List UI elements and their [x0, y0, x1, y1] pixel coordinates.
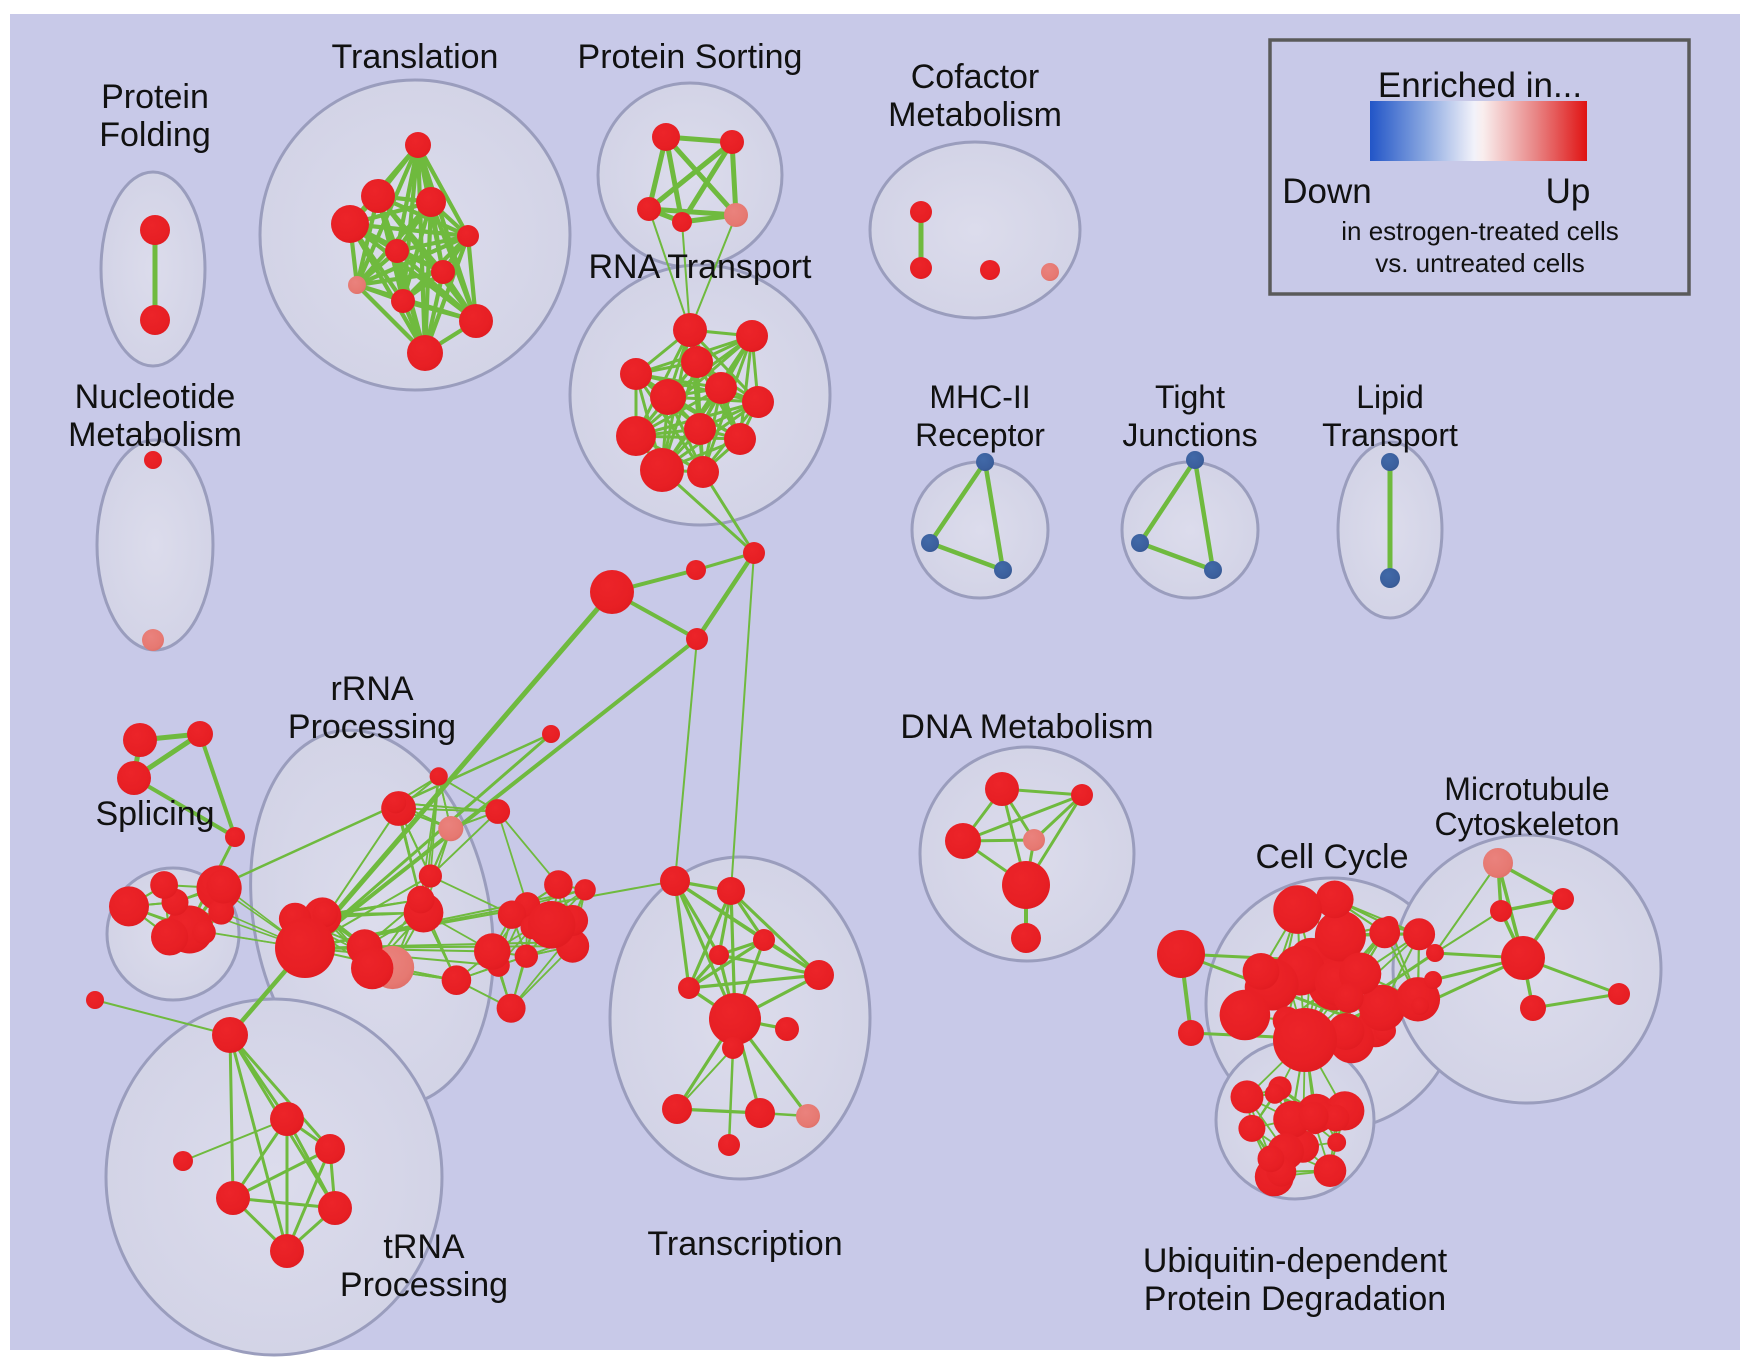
svg-text:Cytoskeleton: Cytoskeleton: [1435, 806, 1620, 842]
svg-text:Transport: Transport: [1322, 417, 1458, 453]
svg-text:Microtubule: Microtubule: [1444, 771, 1609, 807]
svg-text:Up: Up: [1546, 172, 1591, 211]
svg-text:Translation: Translation: [332, 38, 499, 76]
svg-text:Ubiquitin-dependent: Ubiquitin-dependent: [1143, 1242, 1448, 1280]
svg-text:RNA Transport: RNA Transport: [589, 248, 813, 286]
svg-text:Nucleotide: Nucleotide: [75, 378, 236, 416]
svg-text:Metabolism: Metabolism: [888, 96, 1062, 134]
svg-text:Processing: Processing: [340, 1266, 508, 1304]
svg-text:MHC-II: MHC-II: [929, 379, 1030, 415]
svg-text:Transcription: Transcription: [647, 1225, 842, 1263]
svg-text:Cofactor: Cofactor: [911, 58, 1040, 96]
svg-text:tRNA: tRNA: [383, 1228, 465, 1266]
svg-text:Processing: Processing: [288, 708, 456, 746]
svg-text:Splicing: Splicing: [95, 795, 214, 833]
svg-text:Receptor: Receptor: [915, 417, 1045, 453]
svg-text:Protein: Protein: [101, 78, 209, 116]
svg-text:in estrogen-treated cells: in estrogen-treated cells: [1341, 216, 1618, 246]
svg-text:vs. untreated cells: vs. untreated cells: [1375, 248, 1585, 278]
svg-text:Protein Sorting: Protein Sorting: [578, 38, 803, 76]
svg-text:Metabolism: Metabolism: [68, 416, 242, 454]
svg-text:DNA Metabolism: DNA Metabolism: [900, 708, 1153, 746]
svg-text:Enriched in...: Enriched in...: [1378, 66, 1582, 105]
svg-text:Tight: Tight: [1155, 379, 1225, 415]
svg-text:Folding: Folding: [99, 116, 211, 154]
svg-text:Protein Degradation: Protein Degradation: [1144, 1280, 1446, 1318]
svg-text:Down: Down: [1282, 172, 1371, 211]
svg-text:Junctions: Junctions: [1122, 417, 1257, 453]
svg-text:Cell Cycle: Cell Cycle: [1255, 838, 1408, 876]
svg-text:rRNA: rRNA: [330, 670, 413, 708]
svg-text:Lipid: Lipid: [1356, 379, 1424, 415]
